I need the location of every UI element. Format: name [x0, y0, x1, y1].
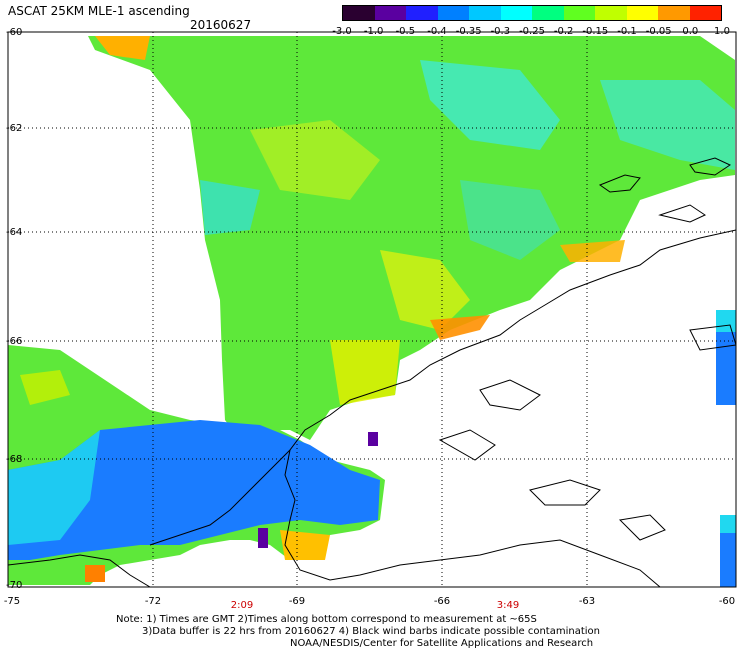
swath-yellowgreen-1	[250, 120, 380, 200]
colorbar	[342, 5, 722, 21]
note-line-3: NOAA/NESDIS/Center for Satellite Applica…	[290, 638, 594, 649]
colorbar-segment	[689, 6, 721, 20]
swath-left-purple-2	[368, 432, 378, 446]
lon-label-63: -63	[578, 596, 596, 607]
colorbar-segment	[374, 6, 406, 20]
lat-label-60: -60	[6, 27, 23, 38]
colorbar-segment	[626, 6, 658, 20]
colorbar-segment	[437, 6, 469, 20]
colorbar-segment	[563, 6, 595, 20]
swath-left-blue	[8, 420, 380, 560]
coastline-island-2	[689, 157, 732, 176]
note-line-2: 3)Data buffer is 22 hrs from 20160627 4)…	[142, 626, 600, 637]
coastline-ice-3	[689, 324, 736, 351]
colorbar-segment	[532, 6, 564, 20]
lat-label-62: -62	[6, 123, 23, 134]
swath-cyan-2	[600, 80, 735, 170]
coastline-ice-2	[438, 429, 496, 461]
coastline-island-3	[658, 204, 707, 223]
lon-label-66: -66	[433, 596, 451, 607]
coastline-ice-1	[479, 379, 541, 411]
swath-right-strip-2	[720, 530, 736, 587]
lon-label-72: -72	[144, 596, 162, 607]
swath-orange-coast	[560, 240, 625, 262]
map-date: 20160627	[190, 18, 252, 32]
time-label-1: 2:09	[230, 600, 254, 611]
lat-label-66: -66	[6, 336, 23, 347]
coastline-island-4	[529, 479, 601, 506]
swath-cyan-3	[200, 180, 260, 235]
lat-label-70: -70	[6, 580, 23, 591]
map-title: ASCAT 25KM MLE-1 ascending	[8, 4, 190, 18]
coastline-alexander	[149, 449, 291, 546]
lat-label-64: -64	[6, 227, 23, 238]
swath-right-strip-3	[716, 310, 736, 332]
swath-cyan-4	[460, 180, 560, 260]
coastline-island-5	[618, 514, 666, 541]
time-label-2: 3:49	[496, 600, 520, 611]
colorbar-segment	[469, 6, 501, 20]
lat-label-68: -68	[6, 454, 23, 465]
lon-label-75: -75	[3, 596, 21, 607]
colorbar-segment	[406, 6, 438, 20]
swath-left-purple	[258, 528, 268, 548]
swath-orange-coast-2	[430, 315, 490, 340]
colorbar-segment	[658, 6, 690, 20]
note-line-1: Note: 1) Times are GMT 2)Times along bot…	[116, 614, 537, 625]
swath-yellowgreen-2	[380, 250, 470, 330]
swath-left-orange	[280, 530, 330, 560]
swath-left-orange-2	[85, 565, 105, 582]
colorbar-segment	[500, 6, 532, 20]
swath-main	[88, 36, 735, 440]
swath-left-yellow	[20, 370, 70, 405]
swath-right-strip-4	[720, 515, 736, 533]
colorbar-segment	[595, 6, 627, 20]
lon-label-60: -60	[718, 596, 736, 607]
swath-right-strip	[716, 330, 736, 405]
coastline-sw	[8, 554, 151, 587]
coastline-island-1	[598, 174, 641, 193]
colorbar-segment	[343, 6, 375, 20]
lon-label-69: -69	[288, 596, 306, 607]
swath-orange-corner	[95, 36, 150, 60]
